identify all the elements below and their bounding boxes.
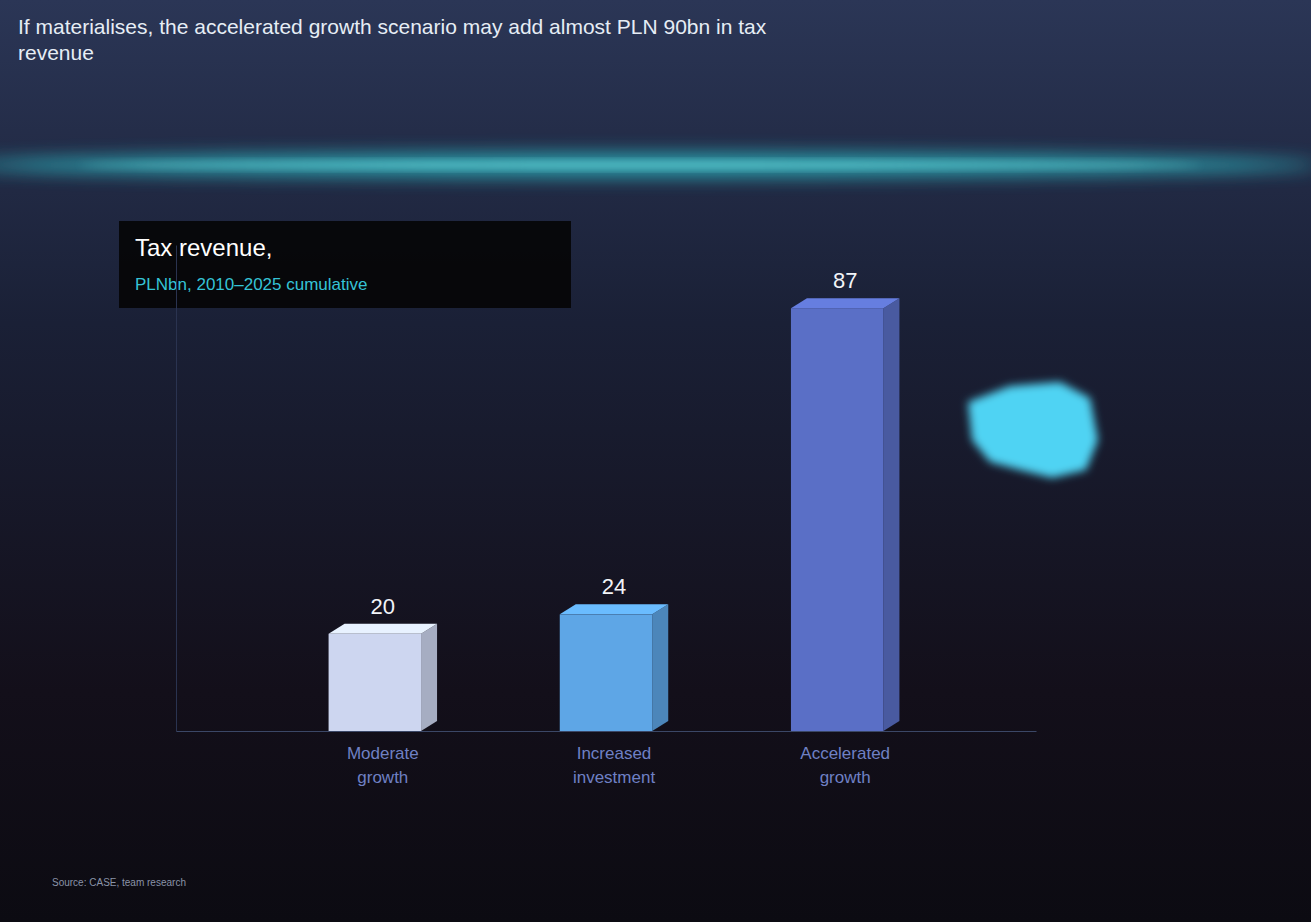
bar (560, 614, 652, 731)
bar (791, 308, 883, 731)
x-tick-label-line: growth (357, 768, 408, 787)
y-axis-line (176, 246, 177, 732)
x-tick-label: Increased investment (573, 744, 655, 787)
bar-top (791, 298, 899, 308)
x-tick-label-line: Moderate (347, 744, 419, 763)
x-tick-label: Moderate growth (347, 744, 419, 787)
bar-group (791, 298, 899, 731)
bar-group (329, 624, 437, 731)
x-tick-label-line: Accelerated (800, 744, 890, 763)
y-axis (176, 246, 177, 732)
bars (329, 298, 900, 731)
bar-top (560, 604, 668, 614)
glow-band-core (80, 161, 1200, 169)
y-label: PLNbn, 2010–2025 cumulative (135, 275, 368, 294)
x-tick: Accelerated growth (800, 744, 890, 787)
background (0, 0, 1311, 922)
bar-group (560, 604, 668, 731)
x-tick-label: Accelerated growth (800, 744, 890, 787)
bar-side (421, 624, 437, 731)
data-label: 87 (833, 268, 857, 293)
data-label: 24 (602, 574, 626, 599)
x-tick-label-line: investment (573, 768, 655, 787)
title-line: If materialises, the accelerated growth … (18, 15, 767, 38)
title: If materialises, the accelerated growth … (18, 15, 767, 64)
subtitle: Tax revenue, (135, 234, 272, 261)
chart: If materialises, the accelerated growth … (0, 0, 1311, 922)
bar-top (329, 624, 437, 634)
x-axis-line (177, 731, 1037, 732)
glow-band (0, 153, 1311, 177)
x-tick-label-line: growth (820, 768, 871, 787)
x-tick: Increased investment (573, 744, 655, 787)
x-axis: Moderate growth Increased investment Acceler… (177, 732, 1037, 788)
bar-side (652, 604, 668, 731)
data-label: 20 (371, 594, 395, 619)
x-tick: Moderate growth (347, 744, 419, 787)
title-line: revenue (18, 41, 94, 64)
source: Source: CASE, team research (52, 877, 186, 888)
label-box (119, 221, 571, 308)
map-glow (968, 382, 1098, 478)
bar (329, 634, 421, 731)
bar-side (883, 298, 899, 731)
x-tick-label-line: Increased (577, 744, 652, 763)
